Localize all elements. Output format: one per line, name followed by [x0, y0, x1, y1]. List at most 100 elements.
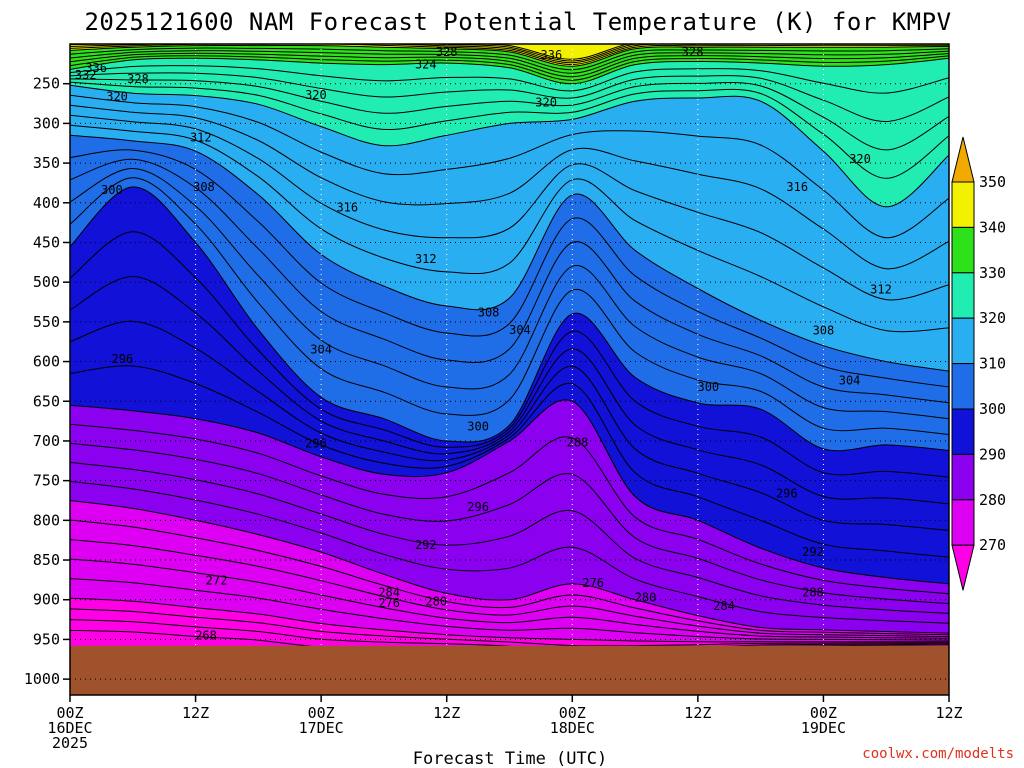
x-tick-label: 00Z — [810, 704, 837, 722]
contour-label: 296 — [467, 500, 489, 514]
contour-label: 304 — [509, 323, 531, 337]
contour-label: 320 — [305, 88, 327, 102]
band-280 — [70, 399, 949, 634]
contour-label: 276 — [582, 576, 604, 590]
contour-338 — [70, 47, 949, 71]
contour-294 — [70, 320, 949, 531]
contour-328 — [70, 65, 949, 94]
x-tick-label: 19DEC — [801, 719, 846, 737]
contour-label: 308 — [193, 180, 215, 194]
x-axis-label: Forecast Time (UTC) — [413, 749, 607, 768]
contour-330 — [70, 57, 949, 85]
y-tick-label: 600 — [33, 353, 60, 371]
y-tick-label: 1000 — [24, 670, 60, 688]
contour-label: 332 — [75, 68, 97, 82]
contour-label: 316 — [786, 180, 808, 194]
contour-label: 284 — [713, 599, 735, 613]
colorbar-label: 300 — [979, 400, 1006, 418]
contour-label: 320 — [535, 96, 557, 110]
band-290 — [70, 186, 949, 584]
contour-344 — [70, 44, 949, 64]
colorbar-segment — [951, 136, 975, 183]
contour-318 — [70, 94, 949, 239]
x-tick-label: 18DEC — [550, 719, 595, 737]
colorbar: 270 280 290 300 310 320 330 340 350 — [951, 136, 1006, 591]
contour-label: 300 — [467, 420, 489, 434]
x-tick-label: 12Z — [684, 704, 711, 722]
contour-336 — [70, 50, 949, 74]
contour-288 — [70, 423, 949, 595]
colorbar-label: 270 — [979, 536, 1006, 554]
colorbar-segment — [951, 499, 975, 546]
contour-label: 304 — [839, 374, 861, 388]
x-tick-label: 12Z — [433, 704, 460, 722]
contour-334 — [70, 52, 949, 78]
band-300 — [70, 135, 949, 451]
y-tick-label: 350 — [33, 154, 60, 172]
plot-area — [70, 44, 949, 695]
contour-284 — [70, 461, 949, 614]
contour-268 — [70, 608, 949, 647]
band-270 — [70, 500, 949, 642]
y-tick-label: 300 — [33, 114, 60, 132]
contour-label: 336 — [85, 61, 107, 75]
y-tick-label: 950 — [33, 630, 60, 648]
contour-label: 300 — [101, 183, 123, 197]
contour-292 — [70, 365, 949, 558]
contour-label: 324 — [415, 58, 437, 72]
contour-282 — [70, 480, 949, 624]
contour-label: 288 — [802, 586, 824, 600]
contour-346 — [70, 44, 640, 62]
contour-340 — [70, 44, 949, 67]
colorbar-label: 310 — [979, 355, 1006, 373]
colorbar-segment — [951, 226, 975, 274]
contour-312 — [70, 124, 949, 333]
colorbar-label: 340 — [979, 218, 1006, 236]
chart-title: 2025121600 NAM Forecast Potential Temper… — [84, 8, 951, 36]
contour-276 — [70, 539, 949, 638]
contour-label: 296 — [111, 352, 133, 366]
x-tick-label: 2025 — [52, 734, 88, 752]
contour-304 — [70, 167, 949, 420]
contour-label: 312 — [190, 131, 212, 145]
contour-290 — [70, 399, 949, 585]
x-tick-label: 00Z — [56, 704, 83, 722]
contour-316 — [70, 104, 949, 270]
y-tick-label: 500 — [33, 273, 60, 291]
contour-274 — [70, 558, 949, 639]
colorbar-segment — [951, 453, 975, 501]
x-tick-label: 12Z — [182, 704, 209, 722]
contour-332 — [70, 55, 949, 81]
contour-label: 328 — [682, 45, 704, 59]
contour-278 — [70, 519, 949, 636]
grid-lines — [70, 44, 949, 695]
contour-label: 328 — [127, 72, 149, 86]
contour-label: 288 — [567, 436, 589, 450]
colorbar-segment — [951, 181, 975, 228]
contour-324 — [70, 78, 949, 151]
contour-label: 320 — [849, 152, 871, 166]
contour-label: 308 — [813, 324, 835, 338]
contour-label: 268 — [195, 628, 217, 642]
contour-label: 292 — [415, 538, 437, 552]
colorbar-segment — [951, 363, 975, 410]
y-tick-label: 250 — [33, 75, 60, 93]
contour-320 — [70, 84, 949, 208]
contour-label: 312 — [870, 282, 892, 296]
y-tick-label: 450 — [33, 233, 60, 251]
contour-270 — [70, 597, 949, 643]
contour-label: 312 — [415, 252, 437, 266]
contour-label: 316 — [336, 201, 358, 215]
y-tick-label: 750 — [33, 472, 60, 490]
contour-label: 336 — [541, 48, 563, 62]
colorbar-label: 320 — [979, 309, 1006, 327]
colorbar-segment — [951, 272, 975, 319]
contour-298 — [70, 231, 949, 478]
y-tick-label: 550 — [33, 313, 60, 331]
contour-label: 296 — [305, 436, 327, 450]
contour-label: 320 — [106, 89, 128, 103]
contour-label: 308 — [478, 305, 500, 319]
contour-300 — [70, 186, 949, 452]
contour-314 — [70, 114, 949, 301]
